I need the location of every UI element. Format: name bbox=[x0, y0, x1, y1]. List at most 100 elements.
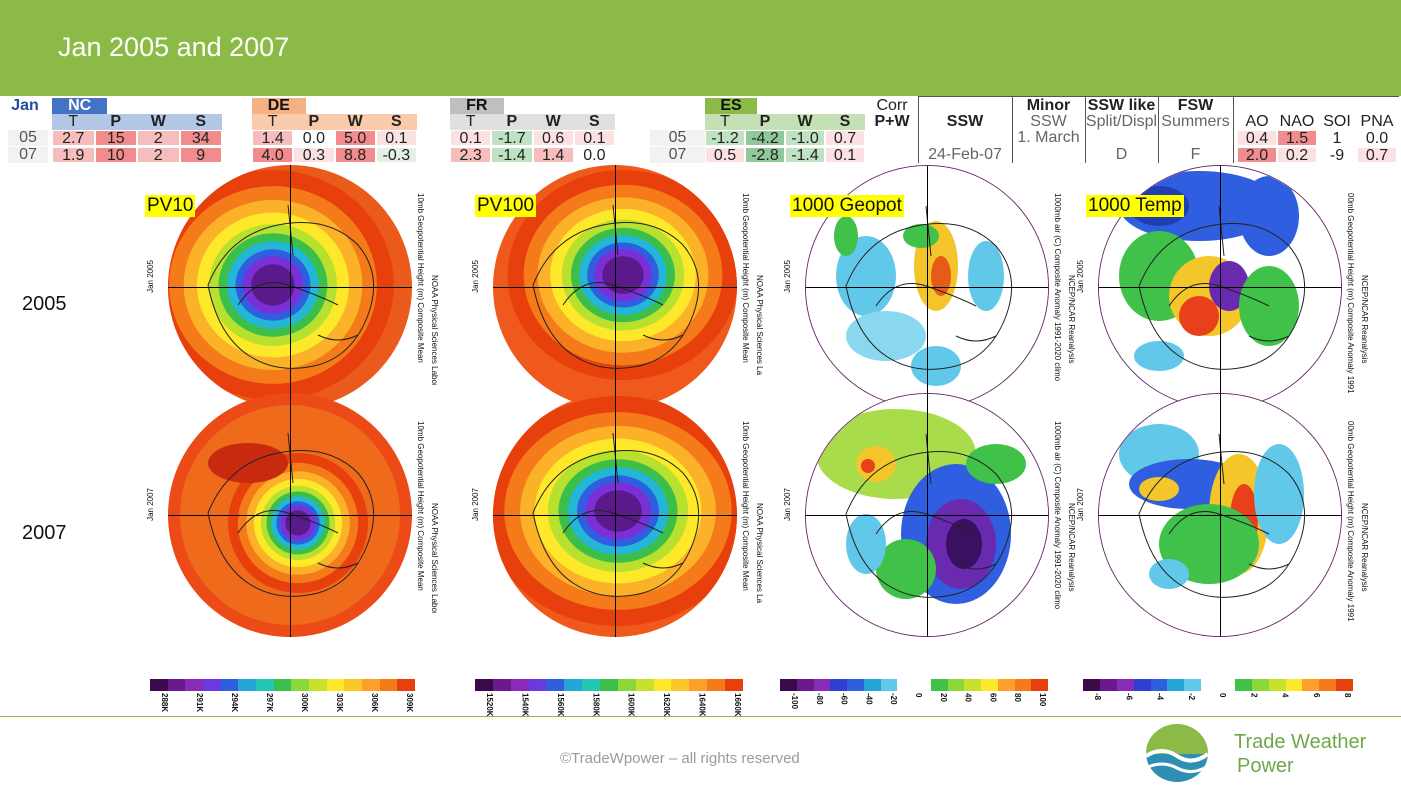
colorbar-swatch bbox=[475, 679, 493, 691]
copyright-text: ©TradeWpower – all rights reserved bbox=[560, 750, 800, 767]
colorbar-tick-label: 300K bbox=[300, 693, 309, 713]
index-value: 1.5 bbox=[1277, 130, 1317, 147]
region-value: -0.3 bbox=[375, 147, 417, 164]
region-value: 1.4 bbox=[252, 130, 294, 147]
map-date-label: Jan 2005 bbox=[783, 260, 792, 293]
region-value: 1.9 bbox=[52, 147, 95, 164]
minor-subheader: SSW bbox=[1030, 113, 1067, 130]
colorbar-tick-label: 60 bbox=[988, 693, 998, 702]
colorbar-ticks-3: -8 -6 -4 -2 0 2 4 6 8 bbox=[1083, 693, 1353, 715]
region-value: -2.8 bbox=[745, 147, 785, 164]
index-value: 2.0 bbox=[1237, 147, 1277, 164]
colorbar-swatch bbox=[930, 679, 948, 691]
table-divider bbox=[918, 97, 919, 163]
coastline bbox=[1138, 205, 1306, 370]
colorbar-swatch bbox=[1083, 679, 1100, 691]
colorbar-tick-label: 1580K bbox=[591, 693, 601, 717]
colorbar-swatch bbox=[1218, 679, 1235, 691]
colorbar-tick-label: 1520K bbox=[485, 693, 494, 717]
ssw-date: 24-Feb-07 bbox=[928, 146, 1002, 163]
coastline bbox=[845, 205, 1013, 370]
colorbar-swatch bbox=[707, 679, 726, 691]
region-col-header: T bbox=[705, 114, 745, 130]
colorbar-swatch bbox=[1133, 679, 1151, 691]
colorbar-tick-label: -6 bbox=[1124, 693, 1134, 701]
region-value: 9 bbox=[179, 147, 222, 164]
table-top-rule bbox=[918, 96, 1399, 97]
map-date-label: Jan 2005 bbox=[1076, 260, 1085, 293]
map-field bbox=[168, 165, 412, 409]
colorbar-swatch bbox=[309, 679, 327, 691]
map-date-label: Jan 2007 bbox=[471, 488, 480, 521]
region-value: 0.3 bbox=[293, 147, 335, 164]
colorbar-swatch bbox=[1251, 679, 1269, 691]
colorbar-swatch bbox=[897, 679, 914, 691]
field-contour bbox=[1209, 261, 1249, 311]
field-contour bbox=[836, 236, 896, 316]
colorbar-swatch bbox=[981, 679, 998, 691]
colorbar-swatch bbox=[600, 679, 618, 691]
field-contour bbox=[968, 241, 1004, 311]
index-value: 0.4 bbox=[1237, 130, 1277, 147]
colorbar-swatch bbox=[510, 679, 529, 691]
map-date-label: Jan 2005 bbox=[471, 260, 480, 293]
colorbar-swatch bbox=[546, 679, 565, 691]
field-contour bbox=[1149, 559, 1189, 589]
colorbar-swatch bbox=[362, 679, 380, 691]
coastline bbox=[532, 432, 700, 597]
table-year-label: 07 bbox=[8, 147, 48, 163]
colorbar-swatch bbox=[582, 679, 601, 691]
colorbar-ticks-2: -100 -80 -60 -40 -20 0 20 40 60 80 100 bbox=[780, 693, 1048, 715]
field-contour bbox=[846, 311, 926, 361]
page-title: Jan 2005 and 2007 bbox=[58, 32, 290, 62]
map-caption-source: NOAA Physical Sciences Laboratory bbox=[430, 275, 439, 385]
map-caption-source: NCEP/NCAR Reanalysis bbox=[1360, 503, 1369, 592]
colorbar-swatch bbox=[1234, 679, 1252, 691]
es-year-label: 07 bbox=[650, 147, 705, 163]
region-value: 1.4 bbox=[532, 147, 574, 164]
colorbar-swatch bbox=[167, 679, 186, 691]
table-divider bbox=[1158, 97, 1159, 163]
colorbar-3 bbox=[1083, 679, 1353, 691]
polar-map-0-1 bbox=[168, 393, 412, 637]
colorbar-swatch bbox=[1336, 679, 1353, 691]
colorbar-swatch bbox=[947, 679, 965, 691]
region-value: 8.8 bbox=[334, 147, 376, 164]
colorbar-swatch bbox=[1319, 679, 1337, 691]
colorbar-swatch bbox=[528, 679, 547, 691]
index-header: AO bbox=[1245, 113, 1269, 130]
colorbar-swatch bbox=[880, 679, 898, 691]
map-caption: 00mb Geopotential Height (m) Composite A… bbox=[1346, 193, 1355, 393]
colorbar-swatch bbox=[689, 679, 708, 691]
colorbar-swatch bbox=[1014, 679, 1032, 691]
region-col-header: T bbox=[450, 114, 492, 130]
field-contour bbox=[876, 539, 936, 599]
grid-line-vertical bbox=[1220, 394, 1221, 636]
map-caption-source: NOAA Physical Sciences La bbox=[755, 503, 764, 604]
region-value: 0.7 bbox=[825, 130, 865, 147]
colorbar-swatch bbox=[780, 679, 797, 691]
colorbar-swatch bbox=[1099, 679, 1117, 691]
map-caption-source: NOAA Physical Sciences Laboratory bbox=[430, 503, 439, 613]
region-value: -1.7 bbox=[491, 130, 533, 147]
colorbar-swatch bbox=[1268, 679, 1286, 691]
region-col-header: W bbox=[532, 114, 574, 130]
region-col-header: W bbox=[785, 114, 825, 130]
colorbar-swatch bbox=[150, 679, 168, 691]
region-value: 4.0 bbox=[252, 147, 294, 164]
colorbar-tick-label: 291K bbox=[195, 693, 204, 713]
map-date-label: Jan 2007 bbox=[1076, 488, 1085, 521]
colorbar-swatch bbox=[379, 679, 398, 691]
colorbar-tick-label: 306K bbox=[370, 693, 379, 713]
region-col-header: S bbox=[825, 114, 865, 130]
region-value: 0.1 bbox=[375, 130, 417, 147]
region-col-header: W bbox=[334, 114, 376, 130]
colorbar-tick-label: 303K bbox=[335, 693, 344, 713]
colorbar-swatch bbox=[964, 679, 981, 691]
ssw-like-subheader: Split/Displ bbox=[1085, 113, 1158, 130]
polar-map-3-1 bbox=[1098, 393, 1342, 637]
index-header: SOI bbox=[1323, 113, 1351, 130]
field-contour bbox=[285, 510, 311, 536]
colorbar-tick-label: 309K bbox=[405, 693, 414, 713]
polar-map-3-0 bbox=[1098, 165, 1342, 409]
